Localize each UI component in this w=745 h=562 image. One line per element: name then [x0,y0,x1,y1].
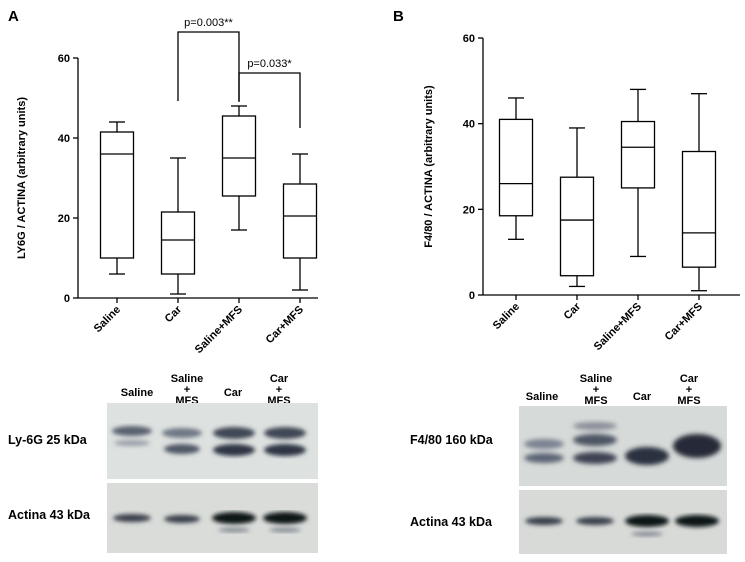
blot-right-actina-image [519,490,727,554]
blot-right-f480-image [519,406,727,486]
y-tick-label: 60 [463,33,475,45]
blot-right-lane-car-mfs: Car + MFS [677,373,701,407]
y-tick-label: 0 [64,293,70,305]
y-tick-label: 60 [58,53,70,65]
blot-right-lane-car: Car [632,391,652,403]
panel-letter-a: A [8,8,19,25]
iqr-box [282,183,318,259]
x-tick-label: Saline [491,301,522,332]
blot-left-lane-car-mfs: Car + MFS [267,373,291,407]
box-car [559,127,595,288]
iqr-box [681,150,717,268]
y-tick-label: 20 [58,213,70,225]
blot-right-row-f480-label: F4/80 160 kDa [410,433,493,447]
x-tick-label: Car [562,300,584,322]
y-tick-label: 40 [58,133,70,145]
significance-bracket [177,31,240,101]
iqr-box [620,120,656,189]
box-saline [99,121,135,275]
iqr-box [498,118,534,217]
blot-left-ly6g-image [107,403,318,479]
blot-left-row-actina-label: Actina 43 kDa [8,508,90,522]
iqr-box [99,131,135,259]
p-value-label: p=0.033* [247,58,292,70]
x-tick-label: Car+MFS [663,301,705,343]
p-value-label: p=0.003** [184,17,233,29]
box-saline-mfs [221,105,257,231]
blot-right-lane-saline-mfs: Saline + MFS [579,373,613,407]
blot-left-row-ly6g-label: Ly-6G 25 kDa [8,433,87,447]
y-axis-label: F4/80 / ACTINA (arbitrary units) [423,85,435,248]
box-car [160,157,196,295]
y-tick-label: 20 [463,204,475,216]
iqr-box [160,211,196,275]
blot-left-actina-image [107,483,318,553]
blot-left-lane-saline: Saline [120,387,154,399]
panel-letter-b: B [393,8,404,25]
y-tick-label: 40 [463,119,475,131]
box-saline-mfs [620,88,656,258]
iqr-box [559,176,595,277]
blot-right-lane-saline: Saline [525,391,559,403]
x-tick-label: Saline+MFS [592,301,644,353]
blot-left-lane-car: Car [223,387,243,399]
blot-right-row-actina-label: Actina 43 kDa [410,515,492,529]
iqr-box [221,115,257,197]
y-tick-label: 0 [469,290,475,302]
y-axis-label: LY6G / ACTINA (arbitrary units) [16,97,28,259]
box-car-mfs [681,93,717,292]
box-saline [498,97,534,240]
blot-left-lane-saline-mfs: Saline + MFS [170,373,204,407]
box-car-mfs [282,153,318,291]
significance-bracket [238,72,301,128]
